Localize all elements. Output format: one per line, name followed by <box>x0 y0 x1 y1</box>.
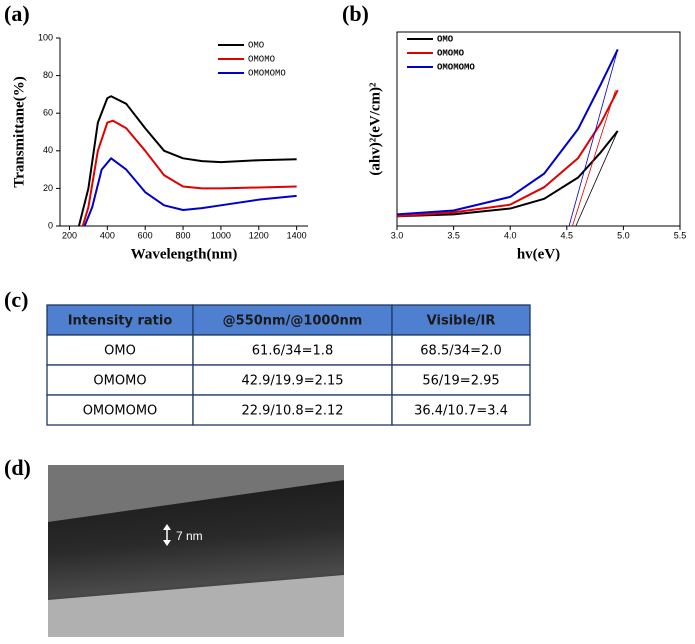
x-axis-title: hv(eV) <box>517 246 560 262</box>
x-tick-label: 600 <box>138 230 153 240</box>
y-tick-label: 80 <box>43 70 53 80</box>
data-line <box>396 49 619 216</box>
x-tick-label: 5.0 <box>617 230 630 240</box>
x-tick-label: 3.0 <box>391 230 404 240</box>
data-line <box>83 157 297 227</box>
tangent-line <box>572 90 616 227</box>
y-tick-label: 0 <box>48 220 53 230</box>
plot-frame <box>396 31 681 227</box>
x-tick-label: 4.0 <box>504 230 517 240</box>
x-axis-title: Wavelength(nm) <box>131 246 238 262</box>
cell-text: 36.4/10.7=3.4 <box>414 404 508 419</box>
data-line <box>396 130 619 218</box>
cell-text: OMOMO <box>93 374 146 389</box>
tangent-line <box>568 49 619 227</box>
table-cell <box>192 334 393 366</box>
x-tick-label: 800 <box>176 230 191 240</box>
tem-image: 7 nm <box>48 465 344 637</box>
y-axis-title: Transmittane(%) <box>11 76 27 187</box>
x-tick-label: 1400 <box>287 230 307 240</box>
panel-label: (d) <box>4 455 31 480</box>
cell-text: 61.6/34=1.8 <box>252 344 333 359</box>
table-cell <box>391 334 531 366</box>
table-cell <box>192 394 393 426</box>
legend-label: OMOMOMO <box>248 68 286 78</box>
data-line <box>396 89 619 218</box>
cell-text: 68.5/34=2.0 <box>420 344 501 359</box>
scale-arrow-head <box>163 540 171 546</box>
scale-label: 7 nm <box>176 529 203 543</box>
header-cell <box>46 304 194 336</box>
y-tick-label: 100 <box>38 32 53 42</box>
tem-top-region <box>48 465 344 522</box>
table-cell <box>46 394 194 426</box>
header-text: Visible/IR <box>427 314 496 329</box>
scale-arrow-head <box>163 524 171 530</box>
table-cell <box>46 364 194 396</box>
y-tick-label: 40 <box>43 145 53 155</box>
cell-text: OMO <box>104 344 136 359</box>
data-line <box>81 119 297 227</box>
panel-label: (b) <box>342 1 369 26</box>
header-cell <box>391 304 531 336</box>
y-tick-label: 60 <box>43 108 53 118</box>
header-text: @550nm/@1000nm <box>223 314 363 329</box>
x-tick-label: 200 <box>62 230 77 240</box>
legend-label: OMOMO <box>248 54 275 64</box>
table-cell <box>391 364 531 396</box>
cell-text: 42.9/19.9=2.15 <box>241 374 343 389</box>
tangent-line <box>575 130 619 227</box>
table-cell <box>192 364 393 396</box>
cell-text: 22.9/10.8=2.12 <box>241 404 343 419</box>
x-tick-label: 3.5 <box>447 230 460 240</box>
x-tick-label: 400 <box>100 230 115 240</box>
legend-label: OMO <box>248 40 264 50</box>
table-cell <box>391 394 531 426</box>
x-tick-label: 1200 <box>249 230 269 240</box>
cell-text: 56/19=2.95 <box>422 374 499 389</box>
x-tick-label: 4.5 <box>561 230 574 240</box>
legend-label: OMOMO <box>437 48 465 58</box>
panel-label: (a) <box>4 1 30 26</box>
legend-label: OMOMOMO <box>437 62 475 72</box>
y-tick-label: 20 <box>43 183 53 193</box>
x-tick-label: 1000 <box>211 230 231 240</box>
x-tick-label: 5.5 <box>674 230 687 240</box>
legend-label: OMO <box>437 34 454 44</box>
data-line <box>77 95 297 227</box>
cell-text: OMOMOMO <box>83 404 158 419</box>
tem-substrate-region <box>48 575 344 637</box>
panel-label: (c) <box>4 287 28 312</box>
data-table: Intensity ratio @550nm/@1000nm Visible/IR O… <box>46 304 531 426</box>
y-axis-title: (ahv)²(eV/cm)² <box>367 82 383 176</box>
header-text: Intensity ratio <box>68 314 173 329</box>
